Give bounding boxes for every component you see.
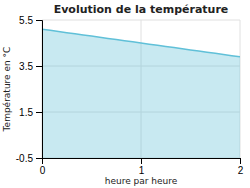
- tick-mark: [36, 20, 42, 21]
- x-axis-title: heure par heure: [105, 176, 178, 186]
- tick: 5.5: [19, 15, 42, 26]
- tick: 2: [238, 158, 244, 176]
- tick-mark: [36, 158, 42, 159]
- x-axis: 0 1 2: [40, 158, 244, 176]
- tick-label: 1.5: [19, 107, 33, 118]
- tick: 0: [40, 158, 46, 176]
- y-axis: -0.5 1.5 3.5 5.5: [16, 15, 43, 164]
- tick-label: -0.5: [16, 153, 34, 164]
- marks: [42, 29, 240, 158]
- tick: 1: [139, 158, 145, 176]
- tick-mark: [36, 66, 42, 67]
- tick-label: 5.5: [19, 15, 33, 26]
- tick: 3.5: [19, 61, 42, 72]
- area: [42, 29, 240, 158]
- chart: 0 1 2 -0.5 1.5 3.5 5.5 Evolution de la températ…: [0, 0, 250, 188]
- tick-label: 1: [139, 165, 145, 176]
- tick: -0.5: [16, 153, 42, 164]
- tick-label: 2: [238, 165, 244, 176]
- tick-mark: [141, 158, 142, 164]
- plot: 0 1 2 -0.5 1.5 3.5 5.5: [16, 15, 244, 176]
- y-axis-title: Température en °C: [2, 47, 12, 133]
- title: Evolution de la température: [54, 3, 229, 16]
- axis-line: [36, 21, 43, 159]
- tick-mark: [240, 158, 241, 164]
- line: [42, 29, 240, 57]
- tick-label: 3.5: [19, 61, 33, 72]
- tick: 1.5: [19, 107, 42, 118]
- grid: [42, 20, 240, 158]
- grid-line: [42, 20, 240, 21]
- axis-line: [43, 159, 241, 165]
- tick-label: 0: [40, 165, 46, 176]
- tick-mark: [36, 112, 42, 113]
